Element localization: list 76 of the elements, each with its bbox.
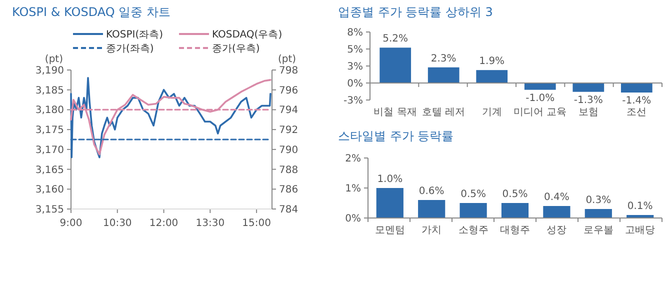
y-tick-label: 3,180 <box>35 105 64 116</box>
y-tick-label: 3,190 <box>35 66 64 76</box>
data-label: 0.5% <box>502 189 528 200</box>
y-axis-title: (pt) <box>44 54 64 65</box>
x-tick-label: 15:00 <box>242 218 271 229</box>
bar <box>460 203 487 218</box>
y-tick-label: 3,160 <box>35 184 64 196</box>
chart-title: 업종별 주가 등락률 상하위 3 <box>338 5 493 19</box>
x-tick-label: 13:30 <box>196 218 225 229</box>
x-tick-label: 대형주 <box>500 225 530 236</box>
x-tick-label: 성장 <box>546 225 567 236</box>
bar <box>476 70 508 83</box>
data-label: 1.0% <box>377 174 403 185</box>
x-tick-label: 조선 <box>626 107 647 118</box>
y-tick-label: 3,165 <box>35 164 64 176</box>
x-tick-label: 10:30 <box>102 218 132 229</box>
y2-tick-label: 788 <box>279 164 298 176</box>
data-label: -1.0% <box>526 92 555 104</box>
y2-tick-label: 790 <box>279 144 298 156</box>
x-tick-label: 소형주 <box>458 225 488 236</box>
data-label: 0.6% <box>418 186 444 197</box>
chart-title: KOSPI & KOSDAQ 일중 차트 <box>12 5 170 19</box>
x-tick-label: 호텔 레저 <box>422 107 466 118</box>
data-label: 0.4% <box>544 192 570 203</box>
y-tick-label: 0% <box>347 78 363 90</box>
y-tick-label: 3,170 <box>35 144 64 156</box>
y2-tick-label: 796 <box>279 85 298 96</box>
y-tick-label: 0% <box>345 214 361 224</box>
bar <box>380 48 412 83</box>
x-tick-label: 9:00 <box>60 218 82 229</box>
y-tick-label: 3,185 <box>35 85 64 96</box>
bar <box>376 188 404 218</box>
y-tick-label: 2% <box>345 154 361 164</box>
bar <box>543 206 570 218</box>
x-tick-label: 가치 <box>422 225 442 236</box>
x-tick-label: 비철 목재 <box>374 107 417 118</box>
y-tick-label: 8% <box>347 28 363 38</box>
y-tick-label: 5% <box>347 44 363 56</box>
bar <box>620 83 652 93</box>
y-tick-label: -3% <box>344 96 363 106</box>
data-label: 5.2% <box>382 34 408 45</box>
x-tick-label: 로우볼 <box>583 225 614 236</box>
y2-tick-label: 794 <box>279 105 298 116</box>
data-label: 1.9% <box>479 56 505 68</box>
bar <box>428 67 460 83</box>
data-label: 0.3% <box>586 195 612 206</box>
data-label: 0.1% <box>627 201 653 212</box>
y2-tick-label: 784 <box>279 204 298 216</box>
data-label: -1.4% <box>622 96 652 107</box>
bar <box>418 200 446 218</box>
bar <box>501 203 529 218</box>
legend-label: 종가(우측) <box>212 44 260 54</box>
legend-label: KOSDAQ(우측) <box>212 30 282 40</box>
y2-tick-label: 792 <box>279 125 298 136</box>
y-tick-label: 3,175 <box>35 125 64 136</box>
x-tick-label: 미디어 교육 <box>514 107 567 118</box>
data-label: 2.3% <box>430 53 456 64</box>
data-label: -1.3% <box>574 94 603 106</box>
x-tick-label: 12:00 <box>149 218 178 229</box>
bar <box>524 83 556 90</box>
chart-title: 스타일별 주가 등락률 <box>338 129 454 143</box>
x-tick-label: 보험 <box>578 107 598 118</box>
bar <box>584 209 612 218</box>
x-tick-label: 모멘텀 <box>374 225 405 236</box>
y-tick-label: 3,155 <box>35 204 64 216</box>
y2-tick-label: 798 <box>279 66 298 76</box>
x-tick-label: 기계 <box>482 107 502 118</box>
bar <box>572 83 604 92</box>
y-tick-label: 1% <box>345 184 361 194</box>
y2-axis-title: (pt) <box>278 54 296 65</box>
legend-label: 종가(좌측) <box>106 44 154 54</box>
x-tick-label: 고배당 <box>625 225 656 236</box>
legend-label: KOSPI(좌측) <box>106 30 164 40</box>
data-label: 0.5% <box>460 189 486 200</box>
y2-tick-label: 786 <box>279 184 298 196</box>
y-tick-label: 3% <box>347 62 363 72</box>
